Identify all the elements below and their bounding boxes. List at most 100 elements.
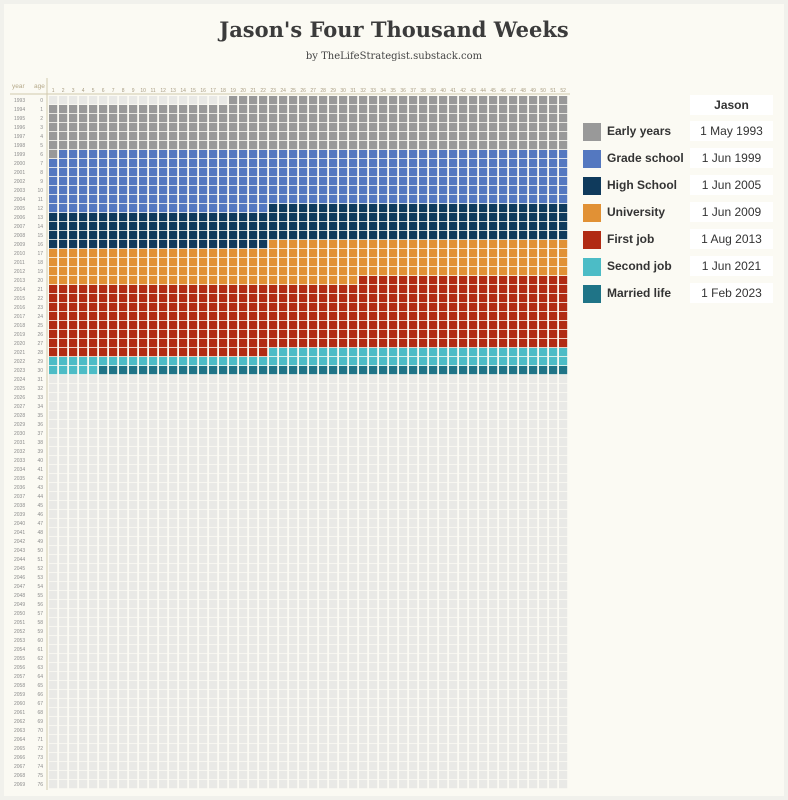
week-cell: [299, 636, 308, 645]
week-cell: [289, 294, 298, 303]
week-cell: [209, 393, 218, 402]
week-cell: [189, 636, 198, 645]
week-cell: [209, 780, 218, 789]
week-cell: [349, 222, 358, 231]
week-cell: [109, 447, 118, 456]
week-cell: [279, 726, 288, 735]
week-cell: [139, 429, 148, 438]
week-cell: [169, 627, 178, 636]
week-cell: [549, 699, 558, 708]
week-cell: [419, 528, 428, 537]
week-cell: [79, 744, 88, 753]
week-cell: [359, 150, 368, 159]
week-cell: [299, 249, 308, 258]
week-cell: [219, 582, 228, 591]
week-cell: [209, 276, 218, 285]
week-cell: [549, 141, 558, 150]
week-cell: [119, 735, 128, 744]
week-cell: [339, 618, 348, 627]
week-cell: [509, 780, 518, 789]
week-cell: [319, 663, 328, 672]
week-cell: [429, 591, 438, 600]
week-cell: [419, 618, 428, 627]
week-cell: [229, 321, 238, 330]
week-cell: [479, 618, 488, 627]
week-cell: [219, 762, 228, 771]
week-cell: [329, 573, 338, 582]
week-cell: [299, 681, 308, 690]
week-cell: [219, 195, 228, 204]
week-cell: [539, 555, 548, 564]
week-cell: [319, 384, 328, 393]
week-cell: [299, 519, 308, 528]
week-cell: [249, 636, 258, 645]
week-cell: [129, 195, 138, 204]
week-cell: [179, 303, 188, 312]
week-cell: [119, 330, 128, 339]
week-cell: [239, 168, 248, 177]
week-cell: [199, 582, 208, 591]
week-cell: [219, 564, 228, 573]
week-cell: [149, 528, 158, 537]
week-cell: [439, 132, 448, 141]
week-cell: [429, 780, 438, 789]
week-cell: [449, 249, 458, 258]
week-cell: [229, 744, 238, 753]
week-cell: [199, 222, 208, 231]
week-cell: [239, 123, 248, 132]
week-cell: [199, 744, 208, 753]
week-cell: [399, 555, 408, 564]
week-cell: [109, 276, 118, 285]
week-cell: [229, 249, 238, 258]
week-cell: [359, 582, 368, 591]
week-cell: [379, 780, 388, 789]
year-tick-label: 1998: [14, 143, 25, 149]
week-cell: [459, 501, 468, 510]
week-cell: [559, 501, 568, 510]
age-tick-label: 37: [37, 431, 43, 437]
week-cell: [339, 708, 348, 717]
week-cell: [209, 375, 218, 384]
week-cell: [529, 771, 538, 780]
week-cell: [419, 159, 428, 168]
week-cell: [229, 636, 238, 645]
week-cell: [179, 465, 188, 474]
week-cell: [329, 276, 338, 285]
week-cell: [499, 402, 508, 411]
week-cell: [79, 141, 88, 150]
week-cell: [99, 438, 108, 447]
week-tick-label: 41: [450, 88, 456, 94]
week-cell: [219, 240, 228, 249]
week-cell: [219, 393, 228, 402]
week-cell: [389, 312, 398, 321]
week-cell: [319, 627, 328, 636]
week-cell: [119, 96, 128, 105]
week-cell: [309, 456, 318, 465]
week-cell: [279, 663, 288, 672]
week-cell: [389, 762, 398, 771]
week-cell: [359, 159, 368, 168]
week-cell: [409, 267, 418, 276]
week-cell: [509, 492, 518, 501]
week-cell: [549, 420, 558, 429]
age-tick-label: 15: [37, 233, 43, 239]
week-cell: [389, 726, 398, 735]
week-cell: [419, 105, 428, 114]
week-cell: [279, 222, 288, 231]
week-cell: [369, 447, 378, 456]
week-cell: [99, 726, 108, 735]
week-cell: [309, 312, 318, 321]
week-cell: [479, 222, 488, 231]
week-cell: [279, 483, 288, 492]
week-cell: [349, 231, 358, 240]
week-cell: [509, 222, 518, 231]
week-cell: [369, 258, 378, 267]
week-cell: [79, 375, 88, 384]
week-cell: [409, 546, 418, 555]
week-cell: [529, 258, 538, 267]
week-cell: [69, 123, 78, 132]
week-cell: [519, 609, 528, 618]
week-cell: [359, 573, 368, 582]
week-tick-label: 15: [190, 88, 196, 94]
week-cell: [99, 762, 108, 771]
